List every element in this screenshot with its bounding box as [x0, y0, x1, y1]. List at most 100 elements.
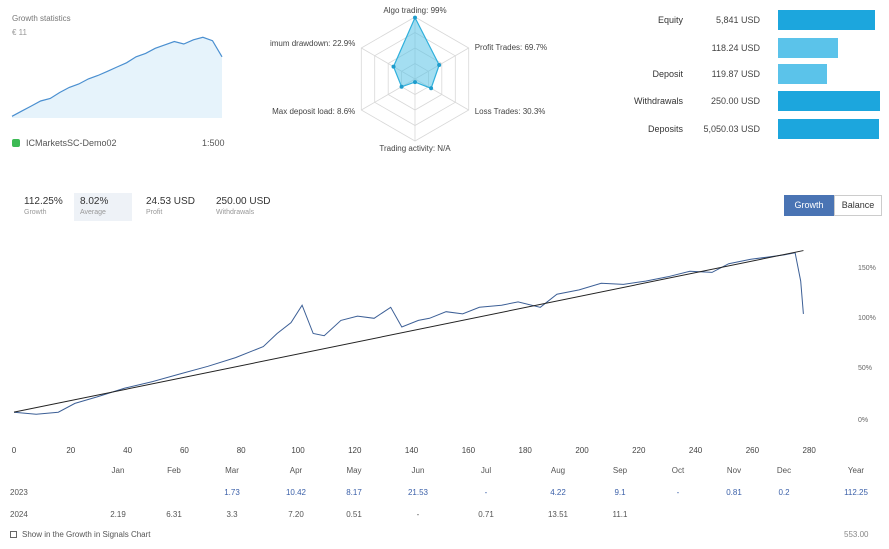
stat-bar: [778, 64, 827, 84]
month-value[interactable]: 8.17: [346, 488, 362, 497]
radar-label: Maximum drawdown: 22.9%: [270, 39, 355, 48]
mini-chart-subtitle: € 11: [12, 28, 27, 37]
summary-withdrawals: 250.00 USD Withdrawals: [210, 193, 276, 221]
year-label: 2024: [10, 510, 28, 519]
x-tick-label: 280: [803, 446, 817, 455]
summary-average-label: Average: [80, 209, 106, 216]
month-header: Jun: [411, 466, 425, 475]
account-name: ICMarketsSC-Demo02: [26, 138, 117, 148]
summary-profit-label: Profit: [146, 209, 163, 216]
x-tick-label: 80: [237, 446, 246, 455]
radar-shape: [392, 16, 440, 90]
radar-label: Trading activity: N/A: [379, 144, 451, 153]
month-value[interactable]: -: [416, 510, 420, 519]
month-header: Mar: [225, 466, 239, 475]
radar-point: [391, 64, 396, 69]
month-header: Feb: [167, 466, 181, 475]
month-value[interactable]: 10.42: [285, 488, 307, 497]
tab-balance[interactable]: Balance: [834, 195, 882, 216]
month-header: Oct: [671, 466, 685, 475]
month-value[interactable]: -: [484, 488, 488, 497]
summary-profit: 24.53 USD Profit: [140, 193, 201, 221]
month-value[interactable]: -: [676, 488, 680, 497]
x-tick-label: 160: [462, 446, 476, 455]
month-header: Year: [847, 466, 865, 475]
month-header: Sep: [612, 466, 628, 475]
radar-point: [429, 86, 434, 91]
show-in-signals-label: Show in the Growth in Signals Chart: [22, 530, 151, 539]
summary-profit-value: 24.53 USD: [146, 196, 195, 207]
mini-growth-chart: [11, 36, 223, 118]
x-tick-label: 220: [632, 446, 646, 455]
radar-label: Max deposit load: 8.6%: [272, 107, 355, 116]
month-header: Apr: [289, 466, 303, 475]
radar-point: [437, 63, 442, 68]
month-header: Dec: [776, 466, 792, 475]
stat-label: Equity: [657, 15, 683, 25]
month-value[interactable]: 11.1: [612, 510, 628, 519]
month-value[interactable]: 2.19: [110, 510, 126, 519]
month-value[interactable]: 0.81: [726, 488, 742, 497]
account-info[interactable]: ICMarketsSC-Demo02: [12, 138, 117, 148]
month-value[interactable]: 0.2: [778, 488, 790, 497]
month-value[interactable]: 7.20: [288, 510, 304, 519]
stat-label: Deposit: [652, 69, 683, 79]
x-tick-label: 180: [519, 446, 533, 455]
x-tick-label: 40: [123, 446, 132, 455]
growth-chart: 0 20 40 60 80 100 120 140 160 180 200 220 240 260 280 1…: [12, 250, 876, 455]
stat-value: 250.00 USD: [710, 96, 760, 106]
month-value[interactable]: 112.25: [844, 488, 868, 497]
summary-withdrawals-value: 250.00 USD: [216, 196, 271, 207]
trend-line: [13, 250, 804, 413]
stat-value: 5,841 USD: [715, 15, 760, 25]
month-header: Jul: [480, 466, 492, 475]
mini-chart-area: [12, 37, 222, 118]
stat-label: Deposits: [647, 124, 683, 134]
radar-label: Profit Trades: 69.7%: [475, 43, 547, 52]
month-value[interactable]: 6.31: [166, 510, 182, 519]
month-value[interactable]: 0.71: [478, 510, 494, 519]
month-header: Nov: [726, 466, 742, 475]
x-tick-label: 60: [180, 446, 189, 455]
stat-value: 5,050.03 USD: [703, 124, 760, 134]
stat-bar: [778, 91, 880, 111]
month-value[interactable]: 1.73: [224, 488, 240, 497]
x-tick-label: 120: [348, 446, 362, 455]
stat-value: 118.24 USD: [711, 43, 760, 53]
account-status-icon: [12, 139, 20, 147]
month-value[interactable]: 0.51: [346, 510, 362, 519]
month-value[interactable]: 4.22: [550, 488, 566, 497]
radar-point: [413, 80, 417, 85]
y-tick-label: 150%: [858, 265, 876, 272]
radar-point: [413, 15, 417, 20]
footer-value: 553.00: [844, 530, 869, 539]
month-value[interactable]: 13.51: [547, 510, 569, 519]
summary-withdrawals-label: Withdrawals: [216, 209, 255, 216]
summary-growth-value: 112.25%: [24, 196, 63, 207]
month-value[interactable]: 3.3: [226, 510, 238, 519]
tab-growth[interactable]: Growth: [784, 195, 834, 216]
x-tick-label: 0: [12, 446, 17, 455]
month-header: May: [346, 466, 362, 475]
show-in-signals-toggle[interactable]: Show in the Growth in Signals Chart: [10, 530, 151, 539]
stat-value: 119.87 USD: [711, 69, 760, 79]
month-value[interactable]: 21.53: [407, 488, 429, 497]
checkbox-icon: [10, 531, 17, 538]
stat-bar: [778, 38, 838, 58]
radar-label: Loss Trades: 30.3%: [475, 107, 546, 116]
radar-point: [399, 84, 404, 89]
month-header: Aug: [550, 466, 566, 475]
summary-average[interactable]: 8.02% Average: [74, 193, 132, 221]
x-tick-label: 200: [575, 446, 589, 455]
summary-average-value: 8.02%: [80, 196, 109, 207]
summary-growth: 112.25% Growth: [18, 193, 69, 221]
stat-bar: [778, 10, 875, 30]
x-tick-label: 240: [689, 446, 703, 455]
y-tick-label: 50%: [858, 365, 872, 372]
x-tick-label: 140: [405, 446, 419, 455]
month-value[interactable]: 9.1: [614, 488, 626, 497]
x-tick-label: 20: [66, 446, 75, 455]
y-tick-label: 100%: [858, 315, 876, 322]
y-tick-label: 0%: [858, 417, 868, 424]
year-label: 2023: [10, 488, 28, 497]
